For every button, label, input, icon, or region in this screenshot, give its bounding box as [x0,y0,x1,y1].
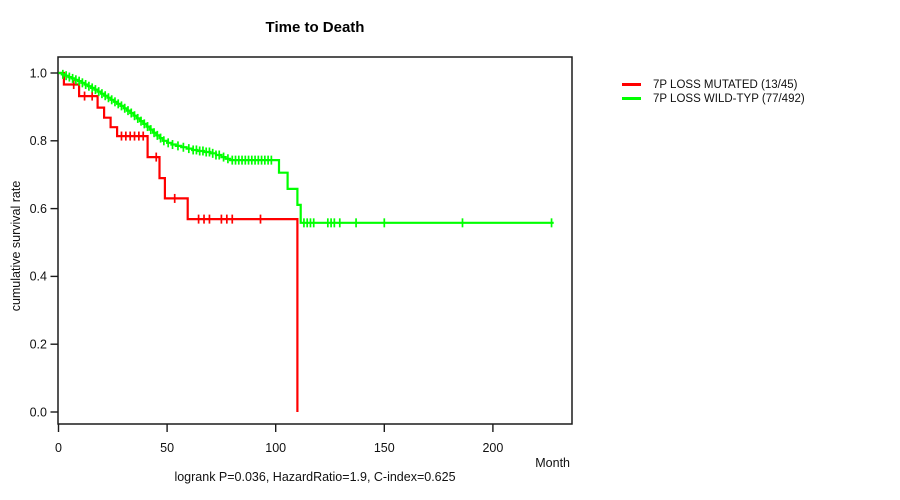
legend-item-mutated: 7P LOSS MUTATED (13/45) [622,78,805,91]
x-tick-label: 100 [265,441,286,455]
x-tick-label: 200 [482,441,503,455]
km-curve-wildtype [58,71,554,224]
x-tick-label: 50 [160,441,174,455]
y-tick-label: 0.6 [30,202,47,216]
y-tick-label: 0.8 [30,134,47,148]
chart-title: Time to Death [265,19,365,36]
legend-label-mutated: 7P LOSS MUTATED (13/45) [653,78,798,91]
legend-item-wildtype: 7P LOSS WILD-TYP (77/492) [622,92,805,105]
x-axis-label: Month [535,456,570,470]
legend-label-wildtype: 7P LOSS WILD-TYP (77/492) [653,92,805,105]
stats-annotation: logrank P=0.036, HazardRatio=1.9, C-inde… [174,470,456,484]
x-tick-label: 150 [374,441,395,455]
y-tick-label: 0.2 [30,338,47,352]
plot-box [57,56,573,425]
y-tick-label: 1.0 [30,66,47,80]
legend-line-green [622,97,641,100]
km-curve-mutated [58,71,299,412]
legend-line-red [622,83,641,86]
x-tick-label: 0 [55,441,62,455]
y-tick-label: 0.4 [30,270,47,284]
legend: 7P LOSS MUTATED (13/45) 7P LOSS WILD-TYP… [622,78,805,105]
y-axis-label: cumulative survival rate [9,180,23,312]
y-tick-label: 0.0 [30,405,47,419]
